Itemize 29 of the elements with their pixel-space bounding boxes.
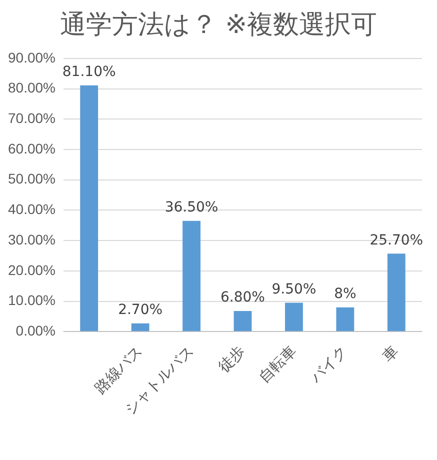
data-label: 8% [334,286,356,302]
y-tick-label: 70.00% [8,110,56,126]
y-tick-label: 40.00% [8,201,56,218]
y-tick-label: 80.00% [8,80,56,96]
bar [387,254,406,332]
x-tick-label: 自転車 [256,342,300,387]
y-tick-label: 10.00% [8,292,56,308]
bar [336,307,354,332]
bar [182,220,200,332]
data-label: 9.50% [272,281,316,298]
chart-title: 通学方法は？ ※複数選択可 [58,9,378,42]
bar [234,310,252,332]
y-tick-label: 50.00% [8,170,56,187]
y-tick-label: 60.00% [8,140,56,156]
data-label: 2.70% [118,302,163,318]
data-label: 81.10% [62,64,116,80]
y-tick-label: 20.00% [8,262,56,278]
data-label: 36.50% [164,199,218,216]
bar [284,302,303,332]
bar [131,323,150,332]
x-tick-label: 車 [380,342,402,366]
y-tick-label: 0.00% [16,322,56,338]
data-label: 6.80% [220,290,265,306]
y-tick-label: 90.00% [8,49,56,66]
data-label: 25.70% [370,232,424,248]
x-tick-label: 徒歩 [215,342,248,376]
bar [80,85,98,332]
x-tick-label: バイク [306,342,351,388]
y-tick-label: 30.00% [8,231,56,248]
